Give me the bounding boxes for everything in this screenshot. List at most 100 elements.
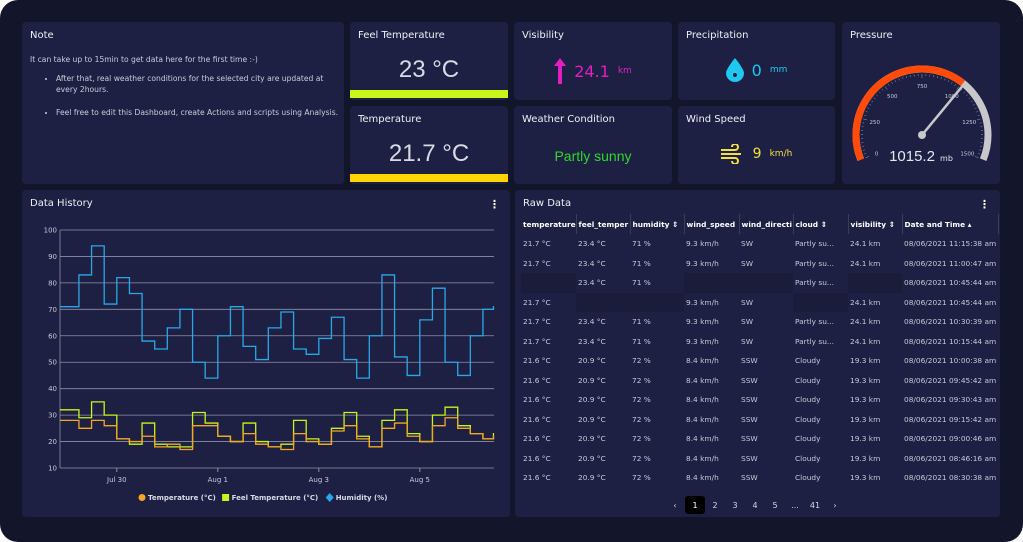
table-cell: Cloudy [795,414,821,424]
gauge-tick [940,77,942,80]
gauge-tick [963,91,966,94]
y-tick-label: 30 [48,412,57,420]
widget-title: Visibility [522,30,564,41]
note-widget: Note It can take up to 15min to get data… [22,22,344,184]
x-tick-label: Aug 1 [208,476,228,484]
table-row[interactable]: 21.7 °C 23.4 °C 71 % 9.3 km/h SW Partly su...… [521,234,998,254]
table-cell: 71 % [632,258,651,268]
legend-label: Temperature (°C) [148,494,216,502]
gauge-value-arc [852,65,966,162]
gauge-tick-label: 1500 [960,151,974,157]
table-row[interactable]: 21.7 °C 23.4 °C 71 % 9.3 km/h SW Partly su...… [521,332,998,352]
table-cell: SSW [741,375,758,385]
table-cell: 21.7 °C [523,239,551,249]
table-cell: 19.3 km [850,414,881,424]
table-row[interactable]: 21.7 °C 23.4 °C 71 % 9.3 km/h SW Partly su...… [521,312,998,332]
more-options-icon[interactable]: ⋮ [979,198,990,211]
raw-data-widget: Raw Data ⋮ temperature feel_temper humidit… [515,190,1000,517]
gauge-tick [864,114,867,116]
table-cell: SSW [741,473,758,483]
table-row[interactable]: 21.6 °C 20.9 °C 72 % 8.4 km/h SSW Cloudy 19.3 … [521,468,998,488]
column-header[interactable]: Date and Time ▴ [902,214,999,234]
table-cell: 8.4 km/h [686,395,719,405]
table-cell: 20.9 °C [578,414,606,424]
page-button[interactable]: 41 [809,500,821,510]
page-button[interactable]: 2 [712,500,718,510]
table-cell: 20.9 °C [578,375,606,385]
table-cell: 24.1 km [850,258,881,268]
table-row[interactable]: 21.6 °C 20.9 °C 72 % 8.4 km/h SSW Cloudy 19.3 … [521,449,998,469]
column-header[interactable]: visibility ⇕ [848,214,903,234]
table-cell: 19.3 km [850,453,881,463]
series-line [60,245,495,379]
next-page-button[interactable]: › [833,500,837,510]
column-header[interactable]: wind_directi [739,214,794,234]
gauge-tick [976,111,979,113]
weather-condition-value: Partly sunny [554,148,632,164]
y-tick-label: 100 [44,227,57,235]
page-button[interactable]: 4 [752,500,758,510]
gauge-tick [865,111,868,113]
widget-title: Precipitation [686,30,749,41]
table-row[interactable]: 21.7 °C 9.3 km/h SW 24.1 km 08/06/2021 10:45… [521,292,998,312]
table-cell [848,273,902,293]
table-cell: 08/06/2021 10:15:44 am [904,336,997,346]
gauge-tick [869,104,872,106]
gauge-tick [947,80,950,83]
table-cell [793,292,848,312]
table-cell: 72 % [632,434,651,444]
gauge-tick-label: 500 [887,94,898,100]
column-header[interactable]: humidity ⇕ [630,214,685,234]
gauge-tick [906,75,908,79]
table-cell [576,292,630,312]
gauge-tick [888,84,890,86]
widget-title: Temperature [358,114,422,125]
table-cell: 20.9 °C [578,434,606,444]
page-button[interactable]: 5 [772,500,778,510]
series-line [60,401,495,448]
table-row[interactable]: 21.6 °C 20.9 °C 72 % 8.4 km/h SSW Cloudy 19.3 … [521,390,998,410]
more-options-icon[interactable]: ⋮ [489,198,500,211]
table-row[interactable]: 21.7 °C 23.4 °C 71 % 9.3 km/h SW Partly su...… [521,254,998,274]
pressure-unit: mb [940,154,953,163]
page-button[interactable]: ... [791,500,799,510]
table-cell: Partly su... [795,336,834,346]
table-row[interactable]: 21.6 °C 20.9 °C 72 % 8.4 km/h SSW Cloudy 19.3 … [521,371,998,391]
data-history-chart: 10 20 30 40 50 60 70 80 90 100 Jul 30 Aug 1 Aug 3 Aug… [44,227,495,502]
column-header[interactable]: feel_temper [576,214,631,234]
precipitation-unit: mm [769,65,788,75]
column-header[interactable]: cloud ⇕ [793,214,849,234]
table-cell: 08/06/2021 09:00:46 am [904,434,997,444]
table-cell [739,273,793,293]
pressure-value: 1015.2 [889,148,935,165]
table-row[interactable]: 21.6 °C 20.9 °C 72 % 8.4 km/h SSW Cloudy 19.3 … [521,410,998,430]
note-bullet: After that, real weather conditions for … [56,73,340,95]
column-header[interactable]: wind_speed [684,214,740,234]
table-cell: 21.6 °C [523,473,551,483]
y-tick-label: 20 [48,438,57,446]
y-tick-label: 40 [48,385,57,393]
table-cell: Cloudy [795,356,821,366]
table-row[interactable]: 21.6 °C 20.9 °C 72 % 8.4 km/h SSW Cloudy 19.3 … [521,351,998,371]
table-cell: 71 % [632,336,651,346]
x-tick-label: Jul 30 [106,476,127,484]
page-button[interactable]: 3 [732,500,738,510]
table-row[interactable]: 21.6 °C 20.9 °C 72 % 8.4 km/h SSW Cloudy 19.3 … [521,429,998,449]
prev-page-button[interactable]: ‹ [673,500,677,510]
table-cell: 08/06/2021 10:30:39 am [904,317,997,327]
table-cell: Cloudy [795,434,821,444]
widget-title: Raw Data [523,198,572,209]
table-cell [684,273,739,293]
page-button[interactable]: 1 [685,496,705,514]
feel-temperature-bar [350,90,508,98]
table-row[interactable]: 23.4 °C 71 % Partly su... 08/06/2021 10:45:… [521,273,998,293]
table-cell: 23.4 °C [578,239,606,249]
visibility-widget: Visibility 24.1 km [514,22,672,100]
y-tick-label: 10 [48,465,57,473]
y-tick-label: 70 [48,306,57,314]
note-bullet: Feel free to edit this Dashboard, create… [56,107,340,118]
table-cell: 21.6 °C [523,395,551,405]
column-header[interactable]: temperature [521,214,577,234]
table-cell: 08/06/2021 08:46:16 am [904,453,997,463]
table-cell: 23.4 °C [578,336,606,346]
